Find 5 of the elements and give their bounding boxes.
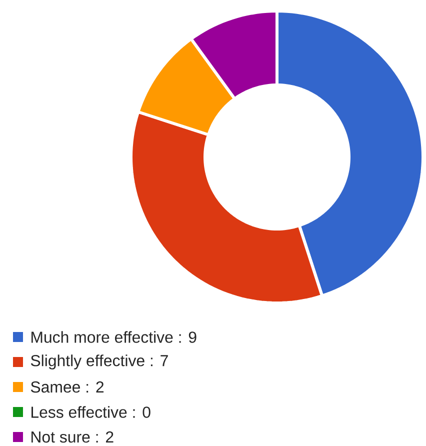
legend-label: Samee : 2 bbox=[30, 381, 104, 393]
legend-label: Not sure : 2 bbox=[32, 431, 114, 443]
legend-label: Much more effective : 9 bbox=[32, 331, 196, 343]
legend-label: Less effective : 0 bbox=[32, 406, 150, 418]
legend-label: Slightly effective : 7 bbox=[30, 354, 168, 370]
